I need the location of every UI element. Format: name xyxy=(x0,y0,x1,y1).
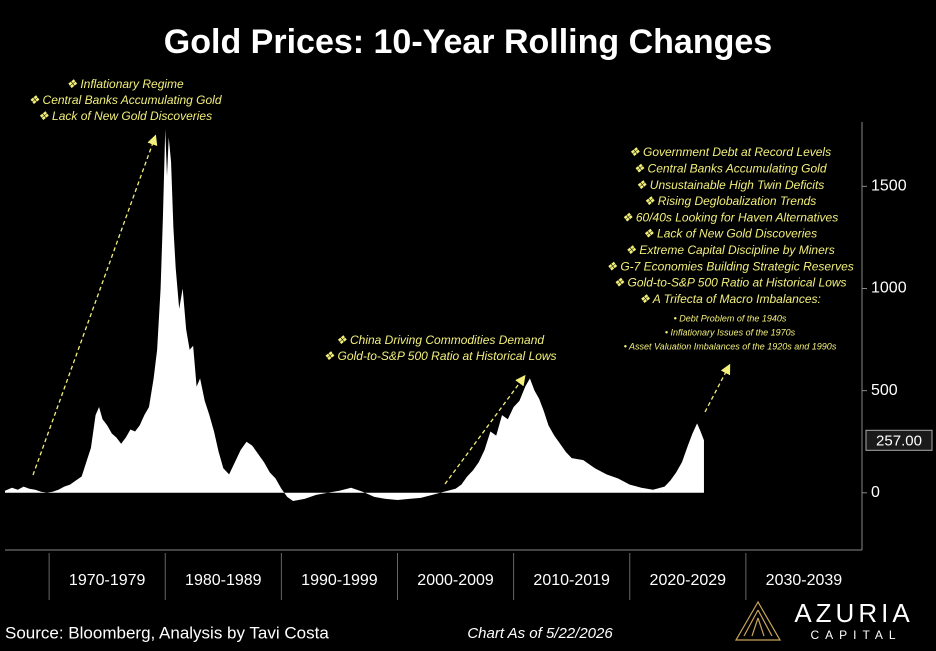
annotation: ❖ Lack of New Gold Discoveries xyxy=(38,109,212,123)
y-tick-label: 1500 xyxy=(871,178,907,195)
annotation-sub: • Debt Problem of the 1940s xyxy=(674,313,787,323)
y-tick-label: 0 xyxy=(871,484,880,501)
y-tick-label: 1000 xyxy=(871,280,907,297)
annotation: ❖ Extreme Capital Discipline by Miners xyxy=(625,243,835,257)
arrows xyxy=(32,134,731,485)
annotation: ❖ Central Banks Accumulating Gold xyxy=(28,93,221,107)
annotation: ❖ Central Banks Accumulating Gold xyxy=(633,161,826,175)
annotation: ❖ Rising Deglobalization Trends xyxy=(644,194,817,208)
annotation: ❖ China Driving Commodities Demand xyxy=(336,333,544,347)
arrow xyxy=(704,363,731,413)
annotation-sub: • Inflationary Issues of the 1970s xyxy=(665,327,796,337)
annotation: ❖ Unsustainable High Twin Deficits xyxy=(636,178,825,192)
chart-title: Gold Prices: 10-Year Rolling Changes xyxy=(164,23,772,61)
band-label: 2000-2009 xyxy=(417,572,494,589)
annotation: ❖ Gold-to-S&P 500 Ratio at Historical Lo… xyxy=(613,276,846,290)
last-value-label: 257.00 xyxy=(876,432,922,449)
band-label: 2020-2029 xyxy=(650,572,727,589)
last-value-box xyxy=(865,429,933,451)
arrow xyxy=(32,134,158,476)
band-label: 2010-2019 xyxy=(533,572,610,589)
logo-sub: CAPITAL xyxy=(810,628,901,642)
annotation: ❖ Gold-to-S&P 500 Ratio at Historical Lo… xyxy=(323,349,556,363)
source: Source: Bloomberg, Analysis by Tavi Cost… xyxy=(5,623,329,642)
area xyxy=(5,129,704,501)
band-label: 1970-1979 xyxy=(69,572,146,589)
annotation: ❖ Government Debt at Record Levels xyxy=(629,145,831,159)
band-label: 1980-1989 xyxy=(185,572,262,589)
annotation: ❖ G-7 Economies Building Strategic Reser… xyxy=(606,259,854,273)
band-label: 1990-1999 xyxy=(301,572,378,589)
logo-mark xyxy=(734,600,782,641)
annotation: ❖ 60/40s Looking for Haven Alternatives xyxy=(622,210,838,224)
arrow xyxy=(444,374,526,485)
annotation: ❖ Inflationary Regime xyxy=(66,77,184,91)
y-tick-label: 500 xyxy=(871,382,898,399)
annotation: ❖ Lack of New Gold Discoveries xyxy=(643,227,817,241)
annotation: ❖ A Trifecta of Macro Imbalances: xyxy=(639,292,821,306)
logo-name: AZURIA xyxy=(794,598,913,628)
annotation-sub: • Asset Valuation Imbalances of the 1920… xyxy=(624,341,837,351)
as-of: Chart As of 5/22/2026 xyxy=(467,625,613,642)
band-label: 2030-2039 xyxy=(766,572,843,589)
